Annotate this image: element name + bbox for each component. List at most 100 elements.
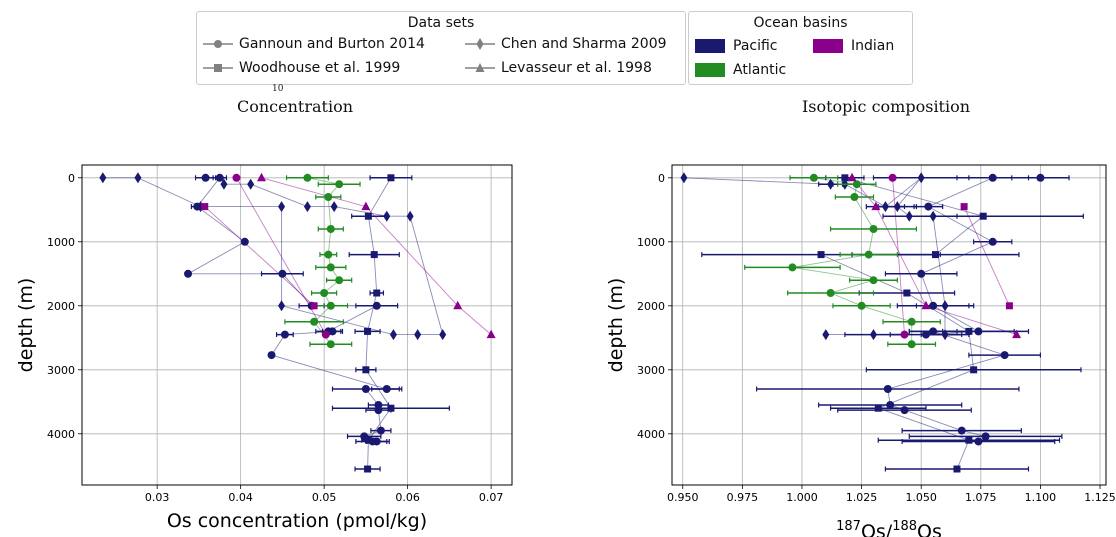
legend-item-gannoun: Gannoun and Burton 2014: [203, 36, 425, 52]
data-point-pacific-square: [362, 366, 370, 374]
data-point-atlantic-circle: [335, 180, 344, 189]
series-line-indian-square: [204, 206, 315, 307]
data-point-pacific-square: [953, 465, 961, 473]
data-point-pacific-diamond: [917, 172, 925, 184]
data-point-pacific-square: [373, 289, 381, 297]
x-tick-label: 0.04: [228, 491, 253, 504]
data-point-pacific-circle: [921, 330, 930, 339]
data-point-atlantic-circle: [869, 225, 878, 233]
data-point-atlantic-circle: [303, 173, 312, 182]
plot-frame: [81, 164, 513, 486]
data-point-atlantic-circle: [320, 289, 329, 297]
data-point-indian-triangle: [871, 201, 881, 211]
data-point-pacific-diamond: [247, 178, 255, 190]
data-point-pacific-circle: [929, 301, 938, 310]
triangle-marker-icon: [465, 63, 495, 72]
data-point-indian-triangle: [486, 329, 496, 339]
isotope-symbol: Os: [917, 521, 942, 537]
data-point-atlantic-circle: [852, 180, 861, 189]
data-point-pacific-diamond: [220, 178, 228, 190]
x-tick-label: 1.125: [1084, 491, 1116, 504]
data-point-pacific-circle: [981, 432, 990, 441]
data-point-pacific-square: [364, 327, 372, 335]
legend-item-woodhouse: Woodhouse et al. 1999: [203, 60, 400, 76]
data-point-pacific-diamond: [383, 210, 391, 222]
y-tick-label: 2000: [47, 300, 75, 313]
data-point-pacific-square: [979, 212, 987, 220]
data-point-pacific-square: [364, 212, 372, 220]
data-point-pacific-diamond: [303, 201, 311, 213]
data-point-pacific-diamond: [827, 178, 835, 190]
y-tick-label: 4000: [47, 428, 75, 441]
legend-label-pacific: Pacific: [733, 38, 778, 54]
data-point-atlantic-circle: [788, 263, 797, 272]
isotope-symbol: Os/: [861, 521, 893, 537]
legend-item-atlantic: Atlantic: [695, 62, 786, 78]
data-point-pacific-square: [364, 436, 372, 444]
legend-basins-title: Ocean basins: [753, 15, 848, 31]
data-point-pacific-circle: [372, 301, 381, 310]
data-point-pacific-circle: [957, 426, 966, 435]
y-tick-label: 1000: [47, 236, 75, 249]
plot-conc: 0.03 0.04 0.05 0.06 0.07 0 1000 2000 3000 4000 dep…: [15, 164, 513, 532]
data-point-pacific-diamond: [278, 300, 286, 312]
data-point-pacific-diamond: [893, 201, 901, 213]
data-point-pacific-circle: [886, 401, 895, 409]
x-tick-label: 0.05: [312, 491, 337, 504]
legend-item-levasseur: Levasseur et al. 1998: [465, 60, 652, 76]
data-point-pacific-circle: [988, 173, 997, 182]
legend-label-chen: Chen and Sharma 2009: [501, 36, 667, 52]
data-point-indian-triangle: [847, 172, 857, 182]
data-point-pacific-circle: [1036, 173, 1045, 182]
data-point-pacific-square: [874, 404, 882, 412]
series-line-indian-triangle: [261, 177, 492, 335]
y-tick-label: 2000: [637, 300, 665, 313]
x-axis-label: Os concentration (pmol/kg): [167, 510, 427, 532]
legend-datasets: Data sets Gannoun and Burton 2014 Chen a…: [196, 11, 686, 85]
indian-swatch: [813, 39, 843, 53]
data-point-pacific-circle: [372, 437, 381, 446]
data-point-pacific-square: [817, 251, 825, 259]
data-point-indian-square: [310, 302, 318, 310]
pacific-swatch: [695, 39, 725, 53]
data-point-indian-triangle: [361, 201, 371, 211]
data-point-atlantic-circle: [857, 301, 866, 310]
data-point-indian-square: [960, 203, 968, 211]
x-tick-label: 0.950: [667, 491, 699, 504]
data-point-pacific-diamond: [99, 172, 107, 184]
chart-title-isotopic: Isotopic composition: [801, 97, 971, 116]
series-line-indian-circle: [236, 177, 327, 335]
y-tick-label: 0: [68, 172, 75, 185]
data-point-pacific-square: [970, 366, 978, 374]
data-point-pacific-diamond: [330, 201, 338, 213]
data-point-pacific-circle: [374, 406, 383, 415]
y-tick-label: 1000: [637, 236, 665, 249]
y-tick-label: 3000: [47, 364, 75, 377]
data-point-pacific-circle: [1000, 351, 1009, 360]
data-point-pacific-circle: [184, 269, 193, 278]
y-axis-label: depth (m): [15, 278, 37, 373]
data-point-pacific-diamond: [870, 329, 877, 341]
data-point-pacific-circle: [883, 385, 892, 393]
data-point-indian-triangle: [453, 300, 463, 310]
series-line-indian-circle: [892, 177, 905, 335]
data-point-indian-square: [1005, 302, 1013, 310]
data-point-pacific-diamond: [406, 210, 414, 222]
series-line-pacific-diamond: [683, 177, 946, 336]
data-point-indian-triangle: [921, 300, 931, 310]
data-point-pacific-circle: [361, 385, 370, 393]
plot-iso: 0.950 0.975 1.000 1.025 1.050 1.075 1.100 1.125…: [605, 164, 1116, 537]
data-point-pacific-square: [364, 465, 372, 473]
data-point-pacific-circle: [240, 237, 249, 246]
data-point-pacific-circle: [280, 330, 289, 339]
data-point-atlantic-circle: [907, 340, 916, 349]
square-marker-icon: [203, 64, 233, 72]
series-line-indian-triangle: [851, 177, 1017, 336]
x-tick-label: 1.075: [965, 491, 997, 504]
data-point-pacific-circle: [924, 202, 933, 211]
x-tick-label: 0.07: [479, 491, 504, 504]
x-tick-label: 1.000: [786, 491, 818, 504]
data-point-pacific-circle: [328, 327, 337, 336]
y-tick-label: 3000: [637, 364, 665, 377]
